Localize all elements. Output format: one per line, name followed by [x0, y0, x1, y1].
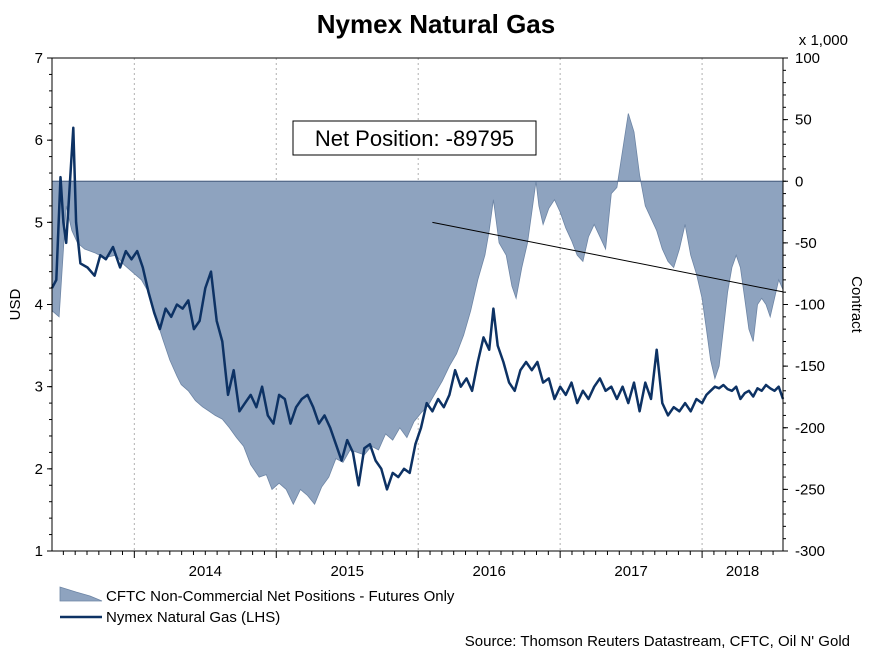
- source-note: Source: Thomson Reuters Datastream, CFTC…: [465, 633, 850, 650]
- x-axis-tick-label: 2016: [472, 563, 505, 580]
- legend-label-nymex: Nymex Natural Gas (LHS): [106, 609, 280, 626]
- left-axis-tick-label: 6: [35, 132, 43, 149]
- right-axis-tick-label: 100: [795, 50, 820, 67]
- right-axis-tick-label: 0: [795, 173, 803, 190]
- right-axis-tick-label: -200: [795, 420, 825, 437]
- chart-title: Nymex Natural Gas: [317, 9, 555, 39]
- x-axis-tick-label: 2015: [331, 563, 364, 580]
- net-positions-area: [51, 113, 784, 506]
- right-axis-tick-label: -100: [795, 297, 825, 314]
- annotation-box: [292, 120, 537, 156]
- annotation-leader-line: [432, 221, 784, 293]
- nymex-price-line: [50, 126, 785, 491]
- x-axis-tick-label: 2014: [189, 563, 222, 580]
- right-axis-tick-label: -300: [795, 543, 825, 560]
- legend-swatch-area: [59, 586, 103, 602]
- left-axis-tick-label: 3: [35, 379, 43, 396]
- right-axis-tick-label: -250: [795, 481, 825, 498]
- x-axis-tick-label: 2018: [726, 563, 759, 580]
- annotation-text: Net Position: -89795: [315, 126, 514, 151]
- right-axis-tick-label: -150: [795, 358, 825, 375]
- right-axis-multiplier: x 1,000: [799, 32, 848, 49]
- left-axis-tick-label: 7: [35, 50, 43, 67]
- right-axis-tick-label: -50: [795, 235, 817, 252]
- left-axis-label: USD: [7, 288, 24, 320]
- x-axis-tick-label: 2017: [614, 563, 647, 580]
- right-axis-label: Contract: [848, 276, 865, 334]
- left-axis-tick-label: 1: [35, 543, 43, 560]
- right-axis-tick-label: 50: [795, 112, 812, 129]
- left-axis-tick-label: 5: [35, 214, 43, 231]
- left-axis-tick-label: 2: [35, 461, 43, 478]
- legend-label-net-positions: CFTC Non-Commercial Net Positions - Futu…: [106, 588, 455, 605]
- left-axis-tick-label: 4: [35, 297, 43, 314]
